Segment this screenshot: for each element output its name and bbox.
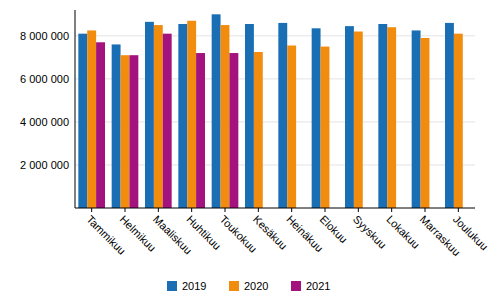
bar	[378, 24, 387, 208]
x-tick-label: Kesäkuu	[251, 213, 290, 252]
bar	[221, 25, 230, 208]
bar	[154, 25, 163, 208]
bar	[163, 34, 172, 208]
legend-swatch	[291, 281, 301, 291]
x-tick	[391, 208, 392, 212]
x-tick	[325, 208, 326, 212]
legend-label: 2021	[306, 280, 330, 292]
x-tick	[158, 208, 159, 212]
y-tick-label: 2 000 000	[20, 159, 69, 171]
x-tick	[358, 208, 359, 212]
bar	[254, 52, 263, 208]
bar	[112, 44, 121, 208]
bar	[178, 24, 187, 208]
x-tick	[91, 208, 92, 212]
bar	[212, 14, 221, 208]
x-tick	[225, 208, 226, 212]
bar	[121, 55, 130, 208]
x-tick	[258, 208, 259, 212]
legend-label: 2020	[244, 280, 268, 292]
bar	[287, 46, 296, 208]
legend-swatch	[167, 281, 177, 291]
bar	[445, 23, 454, 208]
bar	[96, 42, 105, 208]
bar	[421, 38, 430, 208]
y-tick-label: 4 000 000	[20, 116, 69, 128]
y-tick-label: 6 000 000	[20, 73, 69, 85]
bar	[245, 24, 254, 208]
bar	[129, 55, 138, 208]
x-tick	[458, 208, 459, 212]
bar	[229, 53, 238, 208]
x-tick	[425, 208, 426, 212]
bar	[145, 22, 154, 208]
legend-label: 2019	[182, 280, 206, 292]
bar	[278, 23, 287, 208]
x-axis	[75, 208, 475, 209]
x-tick-label: Huhtikuu	[184, 213, 223, 252]
x-tick-label: Elokuu	[318, 213, 350, 245]
legend-swatch	[229, 281, 239, 291]
chart: 2 000 0004 000 0006 000 0008 000 000Tamm…	[0, 0, 500, 308]
bar	[345, 26, 354, 208]
y-axis	[75, 10, 76, 208]
bar	[454, 34, 463, 208]
bar	[87, 30, 96, 208]
bar	[78, 34, 87, 208]
bar	[187, 21, 196, 208]
x-tick-label: Joulukuu	[451, 213, 491, 253]
bar	[387, 27, 396, 208]
x-tick	[125, 208, 126, 212]
x-tick-label: Syyskuu	[351, 213, 389, 251]
bar	[321, 47, 330, 208]
x-tick-label: Lokakuu	[384, 213, 422, 251]
x-tick	[291, 208, 292, 212]
y-tick-label: 8 000 000	[20, 30, 69, 42]
bar	[312, 28, 321, 208]
bar	[354, 32, 363, 208]
bar	[196, 53, 205, 208]
bars	[78, 14, 462, 208]
bar	[412, 30, 421, 208]
x-tick	[191, 208, 192, 212]
